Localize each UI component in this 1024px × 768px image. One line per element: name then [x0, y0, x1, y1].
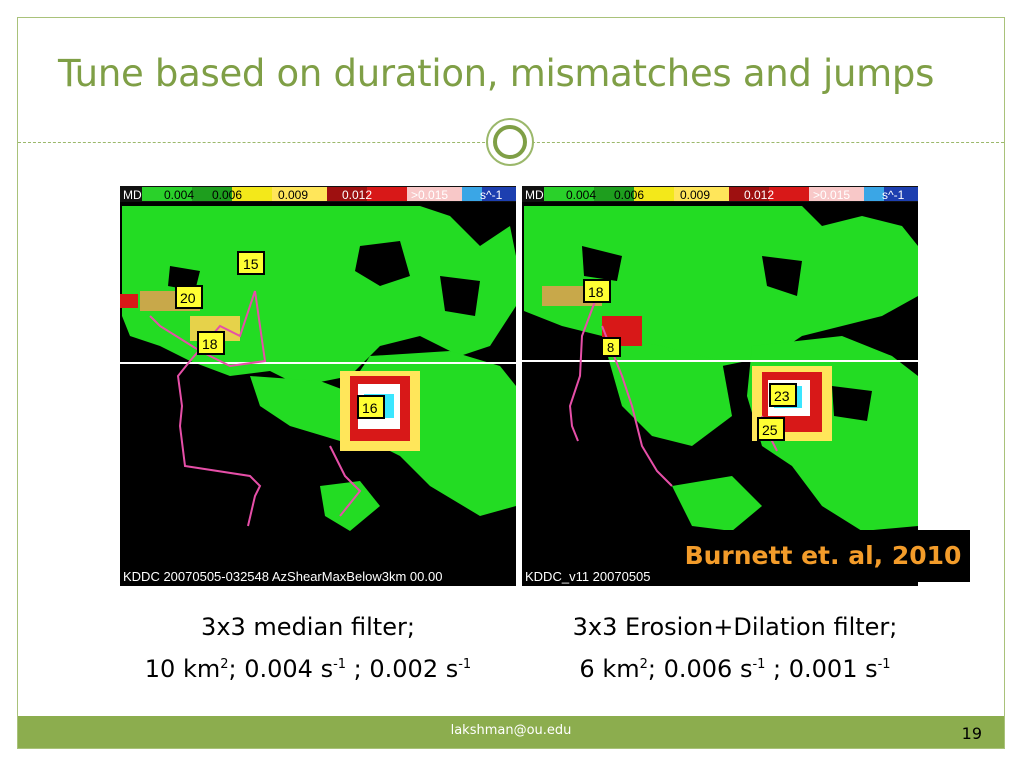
track-label: 23	[774, 388, 790, 404]
colorbar-tick: 0.009	[680, 188, 710, 202]
colorbar-tick: 0.012	[342, 188, 372, 202]
colorbar-tick: 0.012	[744, 188, 774, 202]
slide-footer: lakshman@ou.edu 19	[18, 716, 1004, 748]
track-label: 18	[202, 336, 218, 352]
colorbar-label: MD	[525, 188, 544, 202]
divider-ornament	[486, 118, 534, 166]
track-label: 8	[607, 340, 614, 355]
caption-left: 3x3 median filter; 10 km2; 0.004 s-1 ; 0…	[106, 606, 510, 690]
colorbar-tick: >0.015	[813, 188, 850, 202]
caption-left-line1: 3x3 median filter;	[201, 613, 415, 641]
track-label: 18	[588, 284, 604, 300]
track-label: 25	[762, 422, 778, 438]
slide-frame	[17, 17, 1005, 749]
caption-right: 3x3 Erosion+Dilation filter; 6 km2; 0.00…	[530, 606, 940, 690]
slide-title: Tune based on duration, mismatches and j…	[58, 52, 935, 95]
colorbar-tick: >0.015	[411, 188, 448, 202]
colorbar-label: MD	[123, 188, 142, 202]
caption-left-line2: 10 km2; 0.004 s-1 ; 0.002 s-1	[144, 655, 472, 683]
citation-box: Burnett et. al, 2010	[676, 530, 970, 582]
radar-image-left: MD 0.004 0.006 0.009 0.012 >0.015 s^-1 1…	[120, 186, 516, 586]
colorbar-unit: s^-1	[480, 188, 503, 202]
page-number: 19	[961, 724, 982, 743]
caption-right-line2: 6 km2; 0.006 s-1 ; 0.001 s-1	[579, 655, 891, 683]
track-label: 15	[243, 256, 259, 272]
radar-image-right: MD 0.004 0.006 0.009 0.012 >0.015 s^-1 1…	[522, 186, 918, 586]
colorbar-tick: 0.009	[278, 188, 308, 202]
colorbar-tick: 0.004	[164, 188, 194, 202]
colorbar-tick: 0.006	[614, 188, 644, 202]
caption-right-line1: 3x3 Erosion+Dilation filter;	[572, 613, 898, 641]
radar-caption: KDDC_v11 20070505	[525, 569, 651, 584]
colorbar-tick: 0.004	[566, 188, 596, 202]
track-label: 16	[362, 400, 378, 416]
footer-email: lakshman@ou.edu	[450, 723, 572, 738]
track-label: 20	[180, 290, 196, 306]
radar-caption: KDDC 20070505-032548 AzShearMaxBelow3km …	[123, 569, 442, 584]
colorbar-unit: s^-1	[882, 188, 905, 202]
colorbar-tick: 0.006	[212, 188, 242, 202]
